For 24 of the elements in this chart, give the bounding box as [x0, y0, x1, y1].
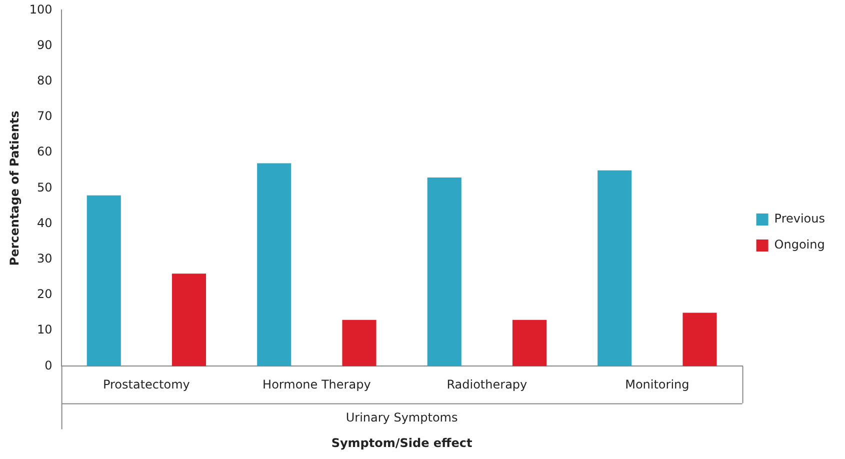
bar: [682, 312, 717, 366]
bar: [257, 163, 292, 366]
legend-label: Ongoing: [774, 238, 825, 252]
y-tick-label: 50: [37, 180, 52, 194]
y-tick-label: 90: [37, 38, 52, 52]
bar: [512, 320, 547, 366]
y-tick-label: 30: [37, 252, 52, 266]
y-tick-label: 0: [44, 358, 52, 372]
bar: [342, 320, 376, 366]
y-tick-label: 40: [37, 216, 52, 230]
y-axis-title: Percentage of Patients: [7, 110, 22, 266]
legend-label: Previous: [774, 212, 826, 226]
bar: [598, 170, 632, 366]
y-tick-label: 100: [29, 2, 52, 16]
bar: [86, 195, 121, 366]
y-tick-label: 10: [37, 322, 52, 337]
y-tick-label: 70: [37, 109, 52, 124]
bar: [172, 274, 206, 366]
bar: [427, 178, 462, 366]
y-tick-label: 80: [37, 74, 52, 88]
text: Urinary Symptoms: [346, 410, 458, 424]
x-axis-title: Symptom/Side effect: [331, 436, 473, 450]
y-tick-label: 60: [37, 144, 52, 159]
y-tick-label: 20: [37, 287, 52, 302]
